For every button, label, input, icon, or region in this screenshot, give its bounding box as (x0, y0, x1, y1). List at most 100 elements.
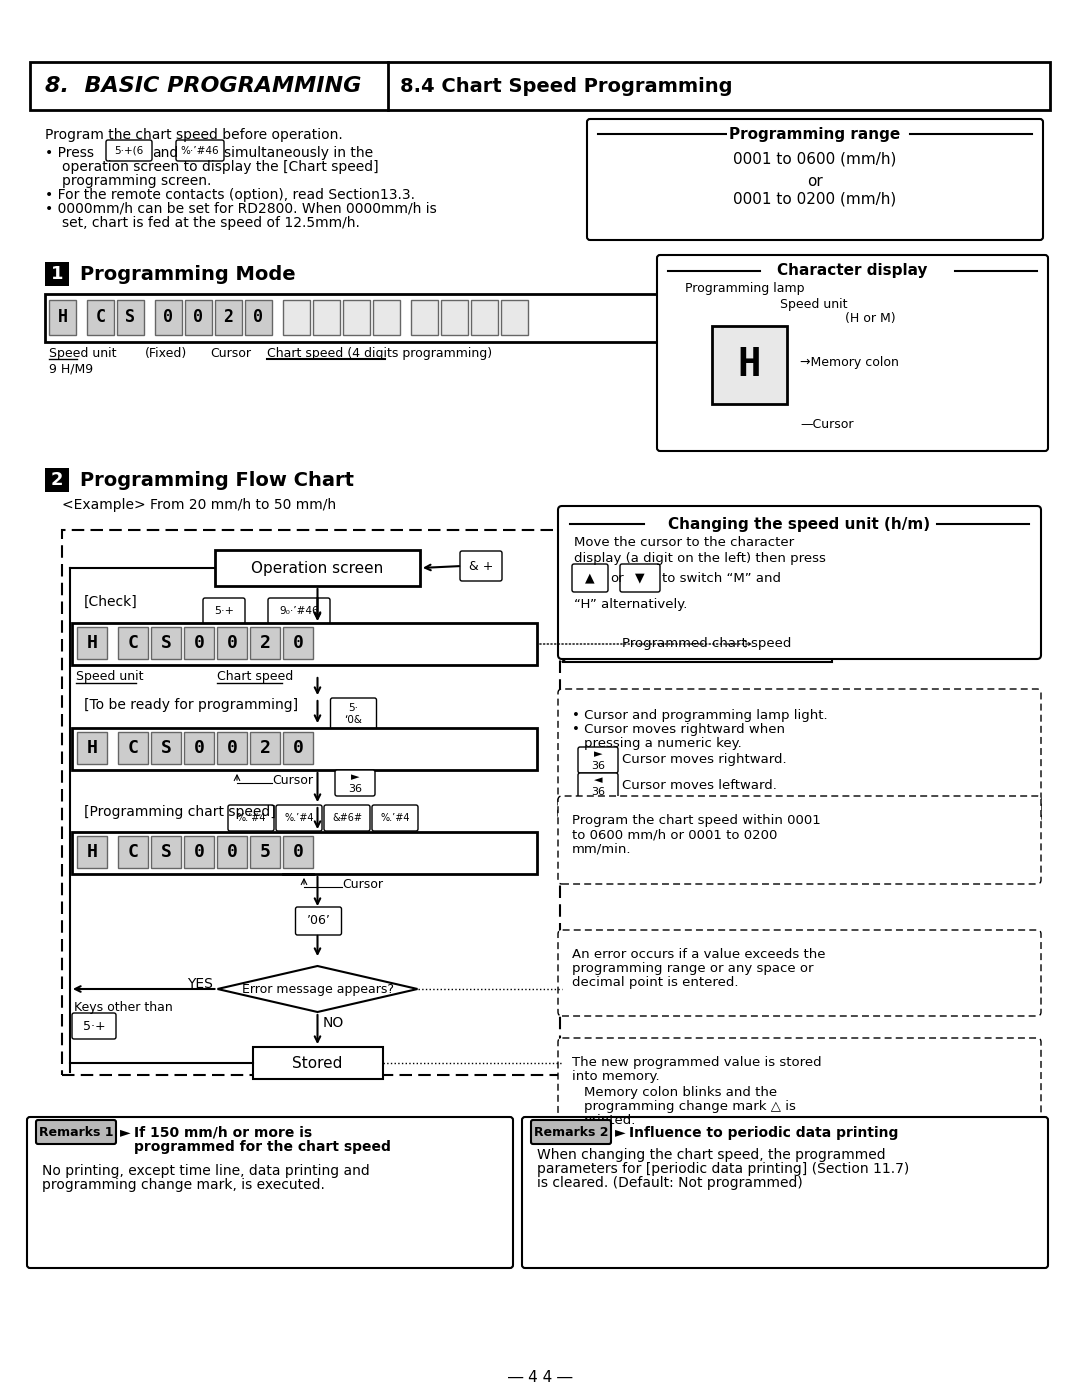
Text: The new programmed value is stored: The new programmed value is stored (572, 1056, 822, 1069)
FancyBboxPatch shape (324, 805, 370, 831)
FancyBboxPatch shape (268, 598, 330, 624)
Text: ― 4 4 ―: ― 4 4 ― (508, 1370, 572, 1384)
Text: 0001 to 0600 (mm/h): 0001 to 0600 (mm/h) (733, 152, 896, 168)
FancyBboxPatch shape (283, 732, 313, 764)
Text: & +: & + (469, 560, 494, 573)
FancyBboxPatch shape (249, 732, 280, 764)
Text: Cursor: Cursor (210, 346, 251, 360)
Text: ►
36: ► 36 (591, 749, 605, 771)
FancyBboxPatch shape (522, 1118, 1048, 1268)
FancyBboxPatch shape (87, 300, 114, 335)
FancyBboxPatch shape (184, 732, 214, 764)
FancyBboxPatch shape (176, 140, 224, 161)
Text: programming change mark △ is: programming change mark △ is (584, 1099, 796, 1113)
Text: [Check]: [Check] (84, 595, 138, 609)
Text: set, chart is fed at the speed of 12.5mm/h.: set, chart is fed at the speed of 12.5mm… (62, 217, 360, 231)
Text: Move the cursor to the character: Move the cursor to the character (573, 536, 794, 549)
Text: ▲: ▲ (585, 571, 595, 584)
FancyBboxPatch shape (156, 300, 183, 335)
Text: programmed for the chart speed: programmed for the chart speed (134, 1140, 391, 1154)
FancyBboxPatch shape (558, 689, 1041, 821)
Text: • Cursor and programming lamp light.: • Cursor and programming lamp light. (572, 710, 827, 722)
Text: Operation screen: Operation screen (252, 560, 383, 576)
Text: is cleared. (Default: Not programmed): is cleared. (Default: Not programmed) (537, 1176, 802, 1190)
Text: ►: ► (120, 1125, 131, 1139)
Text: Programming Mode: Programming Mode (80, 264, 296, 284)
FancyBboxPatch shape (184, 627, 214, 659)
FancyBboxPatch shape (620, 564, 660, 592)
Text: 2: 2 (224, 309, 233, 327)
Text: programming change mark, is executed.: programming change mark, is executed. (42, 1178, 325, 1192)
FancyBboxPatch shape (657, 256, 1048, 451)
Text: An error occurs if a value exceeds the: An error occurs if a value exceeds the (572, 949, 825, 961)
FancyBboxPatch shape (118, 732, 148, 764)
Text: %.’#4: %.’#4 (237, 813, 266, 823)
FancyBboxPatch shape (276, 805, 322, 831)
FancyBboxPatch shape (217, 732, 247, 764)
Text: ►
36: ► 36 (348, 773, 362, 793)
FancyBboxPatch shape (45, 293, 670, 342)
FancyBboxPatch shape (249, 627, 280, 659)
Text: parameters for [periodic data printing] (Section 11.7): parameters for [periodic data printing] … (537, 1162, 909, 1176)
Text: H: H (86, 739, 97, 757)
Text: programming range or any space or: programming range or any space or (572, 963, 813, 975)
FancyBboxPatch shape (531, 1120, 611, 1144)
FancyBboxPatch shape (36, 1120, 116, 1144)
Text: and: and (152, 147, 178, 161)
Text: • Press: • Press (45, 147, 94, 161)
Text: When changing the chart speed, the programmed: When changing the chart speed, the progr… (537, 1148, 886, 1162)
Text: &#6#: &#6# (332, 813, 362, 823)
Text: 2: 2 (259, 739, 270, 757)
Text: Memory colon blinks and the: Memory colon blinks and the (584, 1085, 778, 1099)
Text: 0: 0 (254, 309, 264, 327)
Text: programming screen.: programming screen. (62, 175, 212, 189)
FancyBboxPatch shape (249, 835, 280, 868)
Text: (H or M): (H or M) (845, 312, 895, 326)
Text: 0001 to 0200 (mm/h): 0001 to 0200 (mm/h) (733, 191, 896, 207)
Text: simultaneously in the: simultaneously in the (224, 147, 373, 161)
Text: C: C (127, 842, 138, 861)
Text: Programming Flow Chart: Programming Flow Chart (80, 471, 354, 489)
Text: Influence to periodic data printing: Influence to periodic data printing (629, 1126, 899, 1140)
Text: S: S (161, 842, 172, 861)
Text: C: C (127, 634, 138, 652)
Text: 1: 1 (51, 265, 64, 284)
FancyBboxPatch shape (228, 805, 274, 831)
Text: Cursor moves rightward.: Cursor moves rightward. (622, 753, 786, 766)
FancyBboxPatch shape (283, 627, 313, 659)
Text: 0: 0 (193, 634, 204, 652)
Text: ▼: ▼ (635, 571, 645, 584)
Text: C: C (127, 739, 138, 757)
Text: 0: 0 (163, 309, 174, 327)
FancyBboxPatch shape (283, 300, 310, 335)
Text: Cursor: Cursor (342, 877, 383, 891)
Text: 5·+(6: 5·+(6 (114, 145, 144, 155)
FancyBboxPatch shape (151, 732, 181, 764)
Text: [Programming chart speed]: [Programming chart speed] (84, 805, 275, 819)
FancyBboxPatch shape (30, 61, 1050, 110)
Text: Character display: Character display (778, 264, 928, 278)
FancyBboxPatch shape (72, 1013, 116, 1039)
FancyBboxPatch shape (217, 835, 247, 868)
Text: %.’#4: %.’#4 (380, 813, 409, 823)
Text: %.’#4: %.’#4 (284, 813, 314, 823)
FancyBboxPatch shape (343, 300, 370, 335)
Text: 0: 0 (293, 634, 303, 652)
Text: 0: 0 (193, 309, 203, 327)
Text: 0: 0 (293, 842, 303, 861)
Text: Remarks 2: Remarks 2 (534, 1126, 608, 1139)
Text: 2: 2 (51, 471, 64, 489)
Text: mm/min.: mm/min. (572, 842, 632, 855)
FancyBboxPatch shape (296, 907, 341, 935)
Text: H: H (86, 842, 97, 861)
FancyBboxPatch shape (558, 930, 1041, 1016)
Text: “H” alternatively.: “H” alternatively. (573, 598, 687, 610)
Text: H: H (86, 634, 97, 652)
Text: 0: 0 (227, 634, 238, 652)
FancyBboxPatch shape (558, 796, 1041, 884)
FancyBboxPatch shape (203, 598, 245, 624)
Text: —Cursor: —Cursor (800, 418, 853, 432)
FancyBboxPatch shape (335, 770, 375, 796)
Text: C: C (95, 309, 106, 327)
Text: Program the chart speed before operation.: Program the chart speed before operation… (45, 129, 342, 142)
